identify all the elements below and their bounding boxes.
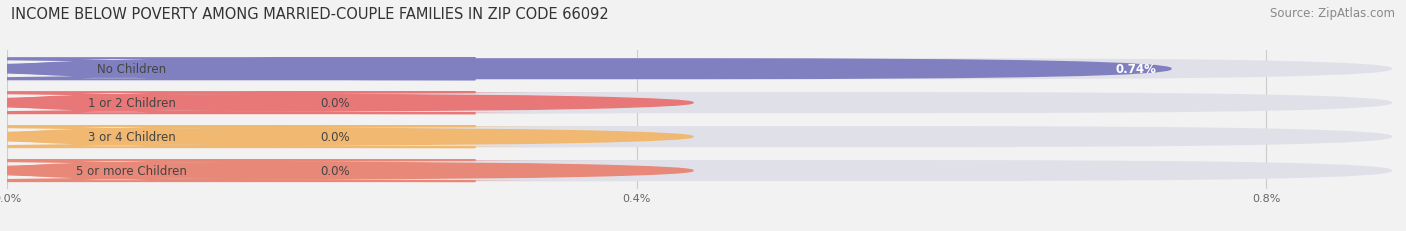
Text: 3 or 4 Children: 3 or 4 Children <box>87 131 176 143</box>
FancyBboxPatch shape <box>0 127 475 148</box>
FancyBboxPatch shape <box>7 59 1171 80</box>
Circle shape <box>0 61 693 77</box>
Text: Source: ZipAtlas.com: Source: ZipAtlas.com <box>1270 7 1395 20</box>
Circle shape <box>0 95 693 111</box>
FancyBboxPatch shape <box>0 160 475 181</box>
FancyBboxPatch shape <box>7 93 1392 114</box>
Text: 1 or 2 Children: 1 or 2 Children <box>87 97 176 110</box>
Text: 0.0%: 0.0% <box>321 97 350 110</box>
FancyBboxPatch shape <box>0 127 638 148</box>
Circle shape <box>0 129 693 145</box>
Text: 0.0%: 0.0% <box>321 131 350 143</box>
FancyBboxPatch shape <box>0 59 475 80</box>
Text: 0.0%: 0.0% <box>321 164 350 177</box>
Text: INCOME BELOW POVERTY AMONG MARRIED-COUPLE FAMILIES IN ZIP CODE 66092: INCOME BELOW POVERTY AMONG MARRIED-COUPL… <box>11 7 609 22</box>
Text: 0.74%: 0.74% <box>1115 63 1156 76</box>
FancyBboxPatch shape <box>0 93 475 114</box>
Text: No Children: No Children <box>97 63 166 76</box>
FancyBboxPatch shape <box>7 160 1392 181</box>
Circle shape <box>0 163 693 179</box>
FancyBboxPatch shape <box>7 127 1392 148</box>
FancyBboxPatch shape <box>0 93 638 114</box>
Text: 5 or more Children: 5 or more Children <box>76 164 187 177</box>
FancyBboxPatch shape <box>7 59 1392 80</box>
FancyBboxPatch shape <box>0 160 638 181</box>
